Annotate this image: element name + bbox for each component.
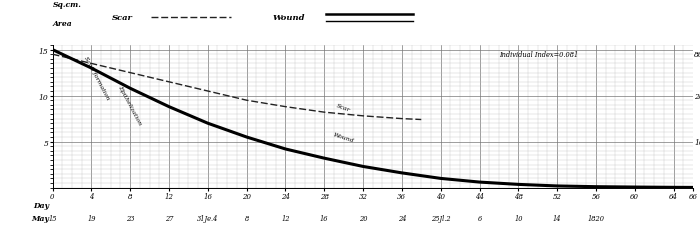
Text: Scar: Scar — [336, 102, 351, 112]
Text: 80: 80 — [694, 51, 700, 59]
Text: Sq.cm.: Sq.cm. — [52, 1, 81, 9]
Text: 12: 12 — [281, 214, 290, 222]
Text: 31Je.4: 31Je.4 — [197, 214, 218, 222]
Text: 15: 15 — [48, 214, 57, 222]
Text: 20: 20 — [359, 214, 368, 222]
Text: 23: 23 — [126, 214, 134, 222]
Text: 8: 8 — [244, 214, 248, 222]
Text: Wound: Wound — [332, 132, 355, 143]
Text: 10: 10 — [514, 214, 523, 222]
Text: Scab formation: Scab formation — [83, 55, 110, 100]
Text: 24: 24 — [398, 214, 406, 222]
Text: Epithelization: Epithelization — [118, 85, 143, 126]
Text: 19: 19 — [87, 214, 96, 222]
Text: 20: 20 — [694, 92, 700, 100]
Text: 25Jl.2: 25Jl.2 — [431, 214, 451, 222]
Text: 10: 10 — [694, 138, 700, 146]
Text: Day: Day — [33, 201, 49, 209]
Text: 27: 27 — [164, 214, 173, 222]
Text: Scar: Scar — [112, 14, 133, 22]
Text: 16: 16 — [320, 214, 328, 222]
Text: May: May — [31, 214, 49, 222]
Text: Area: Area — [52, 19, 72, 27]
Text: Individual Index=0.081: Individual Index=0.081 — [499, 51, 578, 59]
Text: 14: 14 — [553, 214, 561, 222]
Text: Wound: Wound — [273, 14, 305, 22]
Text: 1820: 1820 — [587, 214, 605, 222]
Text: 6: 6 — [477, 214, 482, 222]
